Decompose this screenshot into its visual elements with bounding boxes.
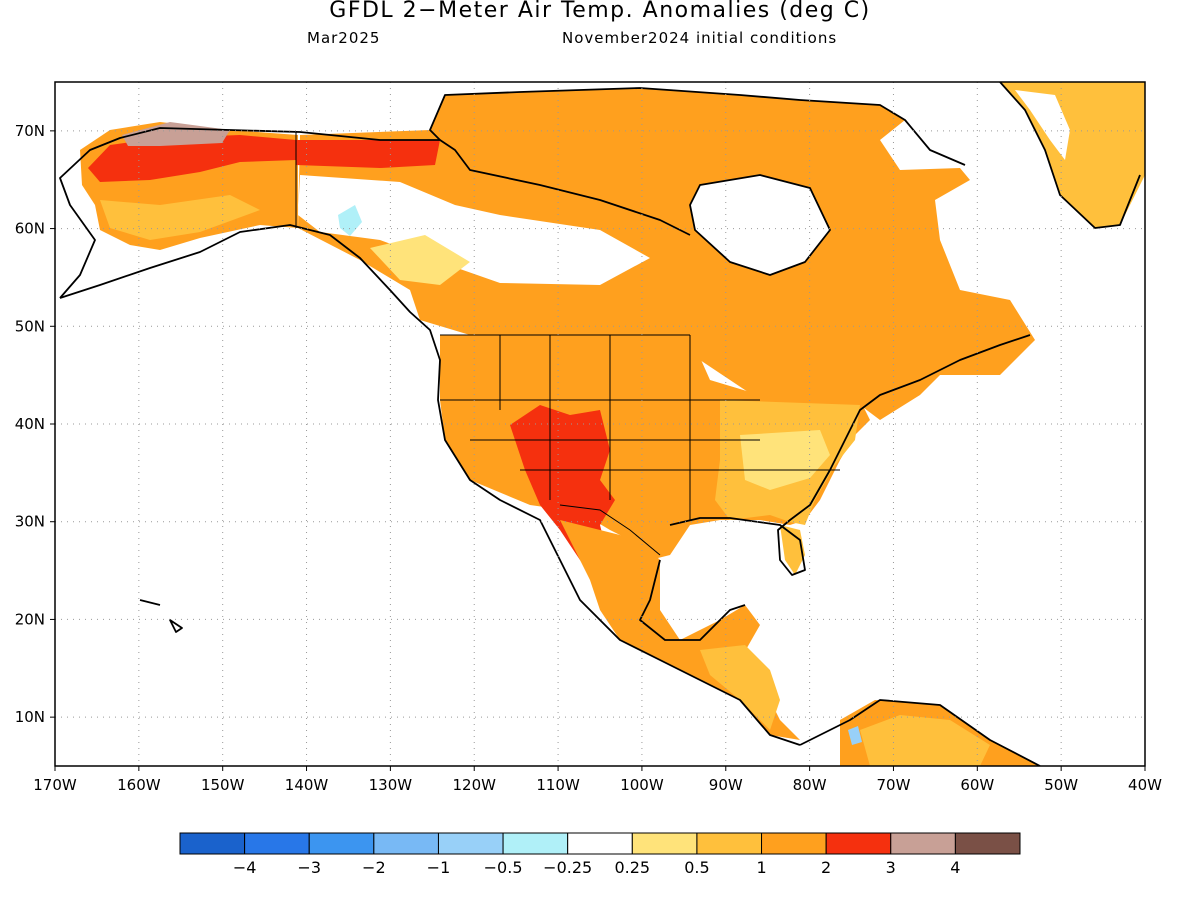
anomaly-region-alaska-red <box>88 135 296 182</box>
lon-tick-label: 50W <box>1044 776 1078 794</box>
colorbar-label: −2 <box>362 858 386 877</box>
colorbar-label: −1 <box>427 858 451 877</box>
colorbar-label: −4 <box>233 858 257 877</box>
anomaly-region-florida <box>780 525 805 575</box>
colorbar-swatch <box>696 832 763 855</box>
lat-tick-label: 50N <box>15 317 45 335</box>
lon-tick-label: 150W <box>201 776 245 794</box>
graticule-grid <box>55 82 1145 766</box>
anomaly-region-southeast-yellow <box>740 430 830 490</box>
colorbar-swatch <box>890 832 956 855</box>
lon-tick-label: 60W <box>960 776 994 794</box>
longitude-axis: 170W 160W 150W 140W 130W 120W 110W 100W 90W 80W 70… <box>33 766 1162 794</box>
forecast-month: Mar2025 <box>307 29 381 47</box>
lon-tick-label: 90W <box>709 776 743 794</box>
colorbar-swatch <box>308 832 375 855</box>
lon-tick-label: 40W <box>1128 776 1162 794</box>
political-borders <box>295 132 840 556</box>
anomaly-region-greenland-white <box>1015 90 1070 160</box>
map-plot-area <box>55 82 1145 766</box>
lat-tick-label: 40N <box>15 415 45 433</box>
colorbar-swatch <box>437 832 504 855</box>
lat-tick-label: 10N <box>15 708 45 726</box>
lon-tick-label: 140W <box>285 776 329 794</box>
lon-tick-label: 80W <box>793 776 827 794</box>
colorbar-swatch <box>954 832 1021 855</box>
latitude-axis: 10N 20N 30N 40N 50N 60N 70N <box>15 122 55 726</box>
colorbar-legend: −4 −3 −2 −1 −0.5 −0.25 0.25 0.5 1 2 3 4 <box>179 832 1021 877</box>
anomaly-region-colombia-blue <box>848 726 862 745</box>
colorbar-swatch <box>825 832 892 855</box>
lon-tick-label: 70W <box>877 776 911 794</box>
colorbar-label: 0.25 <box>614 858 650 877</box>
colorbar-label: 1 <box>756 858 766 877</box>
lon-tick-label: 100W <box>620 776 664 794</box>
colorbar-swatch <box>631 832 698 855</box>
lat-tick-label: 60N <box>15 220 45 238</box>
hudson-bay <box>690 175 830 275</box>
anomaly-region-bc-yellow <box>370 235 470 285</box>
colorbar-label: −0.5 <box>484 858 523 877</box>
colorbar-label: 0.5 <box>684 858 709 877</box>
anomaly-region-central-america <box>700 645 780 730</box>
colorbar-swatch <box>373 832 439 855</box>
colorbar-label: 3 <box>886 858 896 877</box>
initial-conditions-label: November2024 initial conditions <box>562 29 838 47</box>
lon-tick-label: 110W <box>536 776 580 794</box>
lon-tick-label: 130W <box>369 776 413 794</box>
anomaly-region-alaska-red-2 <box>296 140 440 168</box>
lat-tick-label: 70N <box>15 122 45 140</box>
lon-tick-label: 170W <box>33 776 77 794</box>
anomaly-region-south-america-light <box>860 715 990 766</box>
colorbar-swatch <box>244 832 310 855</box>
colorbar-label: 4 <box>950 858 960 877</box>
anomaly-region-wcanada-white <box>298 175 650 285</box>
colorbar-label: 2 <box>821 858 831 877</box>
lon-tick-label: 120W <box>452 776 496 794</box>
map-title: GFDL 2−Meter Air Temp. Anomalies (deg C) <box>329 0 871 23</box>
lat-tick-label: 20N <box>15 610 45 628</box>
lat-tick-label: 30N <box>15 513 45 531</box>
colorbar-label: −3 <box>297 858 321 877</box>
colorbar-swatch <box>502 832 569 855</box>
anomaly-region-canada <box>298 88 1035 420</box>
colorbar-swatch <box>567 832 633 855</box>
colorbar-swatch <box>761 832 827 855</box>
lon-tick-label: 160W <box>117 776 161 794</box>
colorbar-label: −0.25 <box>543 858 592 877</box>
colorbar-swatch <box>179 832 246 855</box>
anomaly-region-alaska-brown <box>122 122 230 146</box>
